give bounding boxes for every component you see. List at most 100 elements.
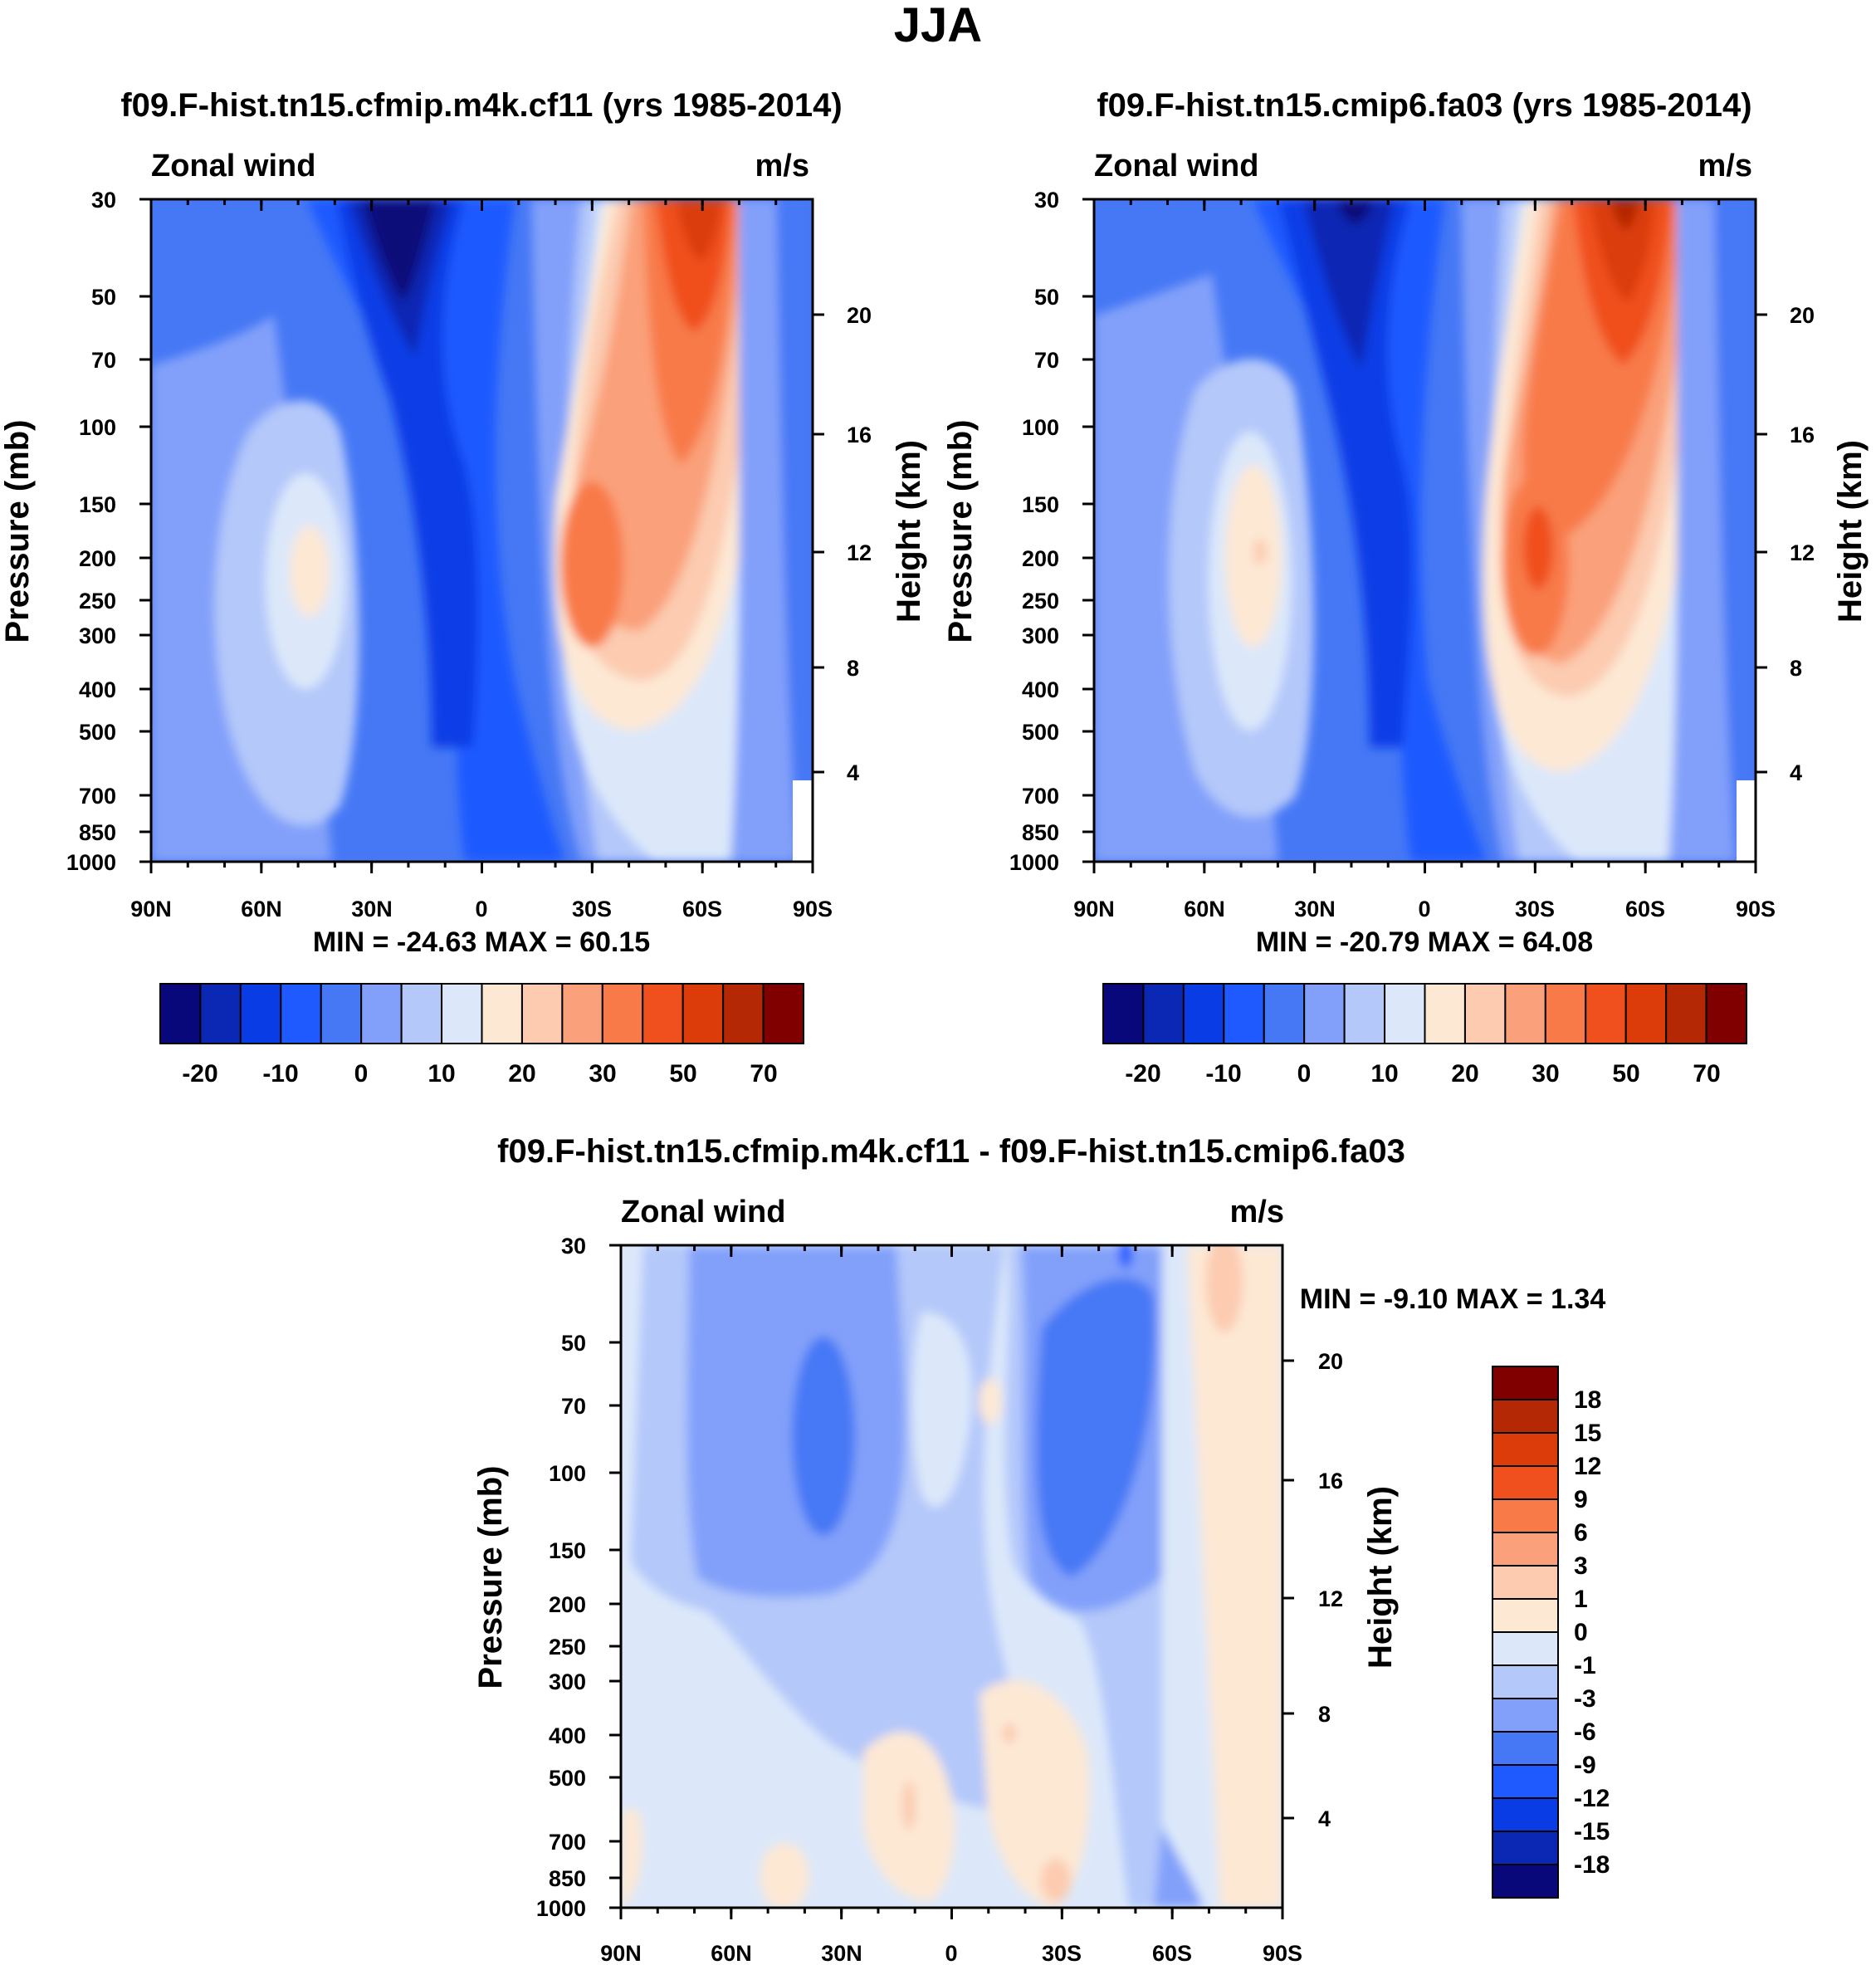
y-tick-label: 200	[1022, 546, 1059, 571]
contour-field	[621, 1245, 1282, 1908]
panel-title: f09.F-hist.tn15.cfmip.m4k.cf11 - f09.F-h…	[497, 1133, 1405, 1170]
y-tick-label: 70	[1034, 348, 1059, 373]
colorbar-box	[1492, 1664, 1559, 1699]
colorbar-box	[520, 983, 564, 1044]
y-tick-label: 400	[79, 677, 116, 702]
x-axis: 90N 60N 30N 0 30S 60S 90S	[130, 897, 833, 921]
colorbar-label: 3	[1574, 1552, 1588, 1580]
y-tick-label: 250	[1022, 589, 1059, 613]
colorbar-box	[1492, 1366, 1559, 1400]
colorbar-label: -10	[262, 1060, 298, 1088]
colorbar-box	[601, 983, 644, 1044]
colorbar-label: -12	[1574, 1785, 1610, 1812]
colorbar-box	[441, 983, 483, 1044]
x-tick-label: 30S	[1515, 897, 1555, 921]
units-label: m/s	[755, 149, 809, 183]
y-tick-label: 150	[1022, 492, 1059, 517]
colorbar-label: 30	[1532, 1060, 1559, 1088]
colorbar-box	[1492, 1432, 1559, 1467]
y-tick-label: 500	[79, 720, 116, 745]
contour-field	[1094, 199, 1756, 862]
x-axis: 90N 60N 30N 0 30S 60S 90S	[1073, 897, 1776, 921]
y-tick-label: 300	[549, 1669, 586, 1694]
colorbar-box	[1102, 983, 1145, 1044]
colorbar-label: 10	[1370, 1060, 1398, 1088]
y2-tick-label: 8	[847, 656, 859, 681]
colorbar-label: 12	[1574, 1453, 1601, 1480]
colorbar-box	[1492, 1864, 1559, 1899]
y-tick-label: 850	[1022, 820, 1059, 845]
y2-axis: 20 16 12 8 4 Height (km)	[847, 303, 927, 785]
y-tick-label: 500	[549, 1766, 586, 1791]
colorbar-box	[1492, 1498, 1559, 1533]
y2-tick-label: 12	[847, 540, 872, 565]
colorbar-box	[1223, 983, 1265, 1044]
colorbar-label: -20	[182, 1060, 217, 1088]
y-tick-label: 50	[561, 1331, 586, 1356]
y2-tick-label: 20	[847, 303, 872, 328]
panel-model-b: f09.F-hist.tn15.cmip6.fa03 (yrs 1985-201…	[942, 87, 1869, 1088]
y-tick-label: 200	[549, 1592, 586, 1617]
colorbar-box	[320, 983, 363, 1044]
y-tick-label: 300	[1022, 623, 1059, 648]
colorbar-box	[1492, 1465, 1559, 1500]
x-tick-label: 90N	[1073, 897, 1115, 921]
contour-field	[151, 199, 813, 862]
y-tick-label: 100	[79, 415, 116, 440]
colorbar-box	[642, 983, 684, 1044]
x-tick-label: 60N	[1184, 897, 1225, 921]
y-tick-label: 700	[1022, 784, 1059, 809]
zonal-wind-label: Zonal wind	[151, 149, 315, 183]
colorbar-label: 0	[354, 1060, 369, 1088]
colorbar-box	[360, 983, 403, 1044]
colorbar: -20 -10 0 10 20 30 50 70	[159, 983, 804, 1088]
colorbar-label: 9	[1574, 1486, 1588, 1513]
colorbar-box	[1705, 983, 1747, 1044]
y-tick-label: 850	[549, 1866, 586, 1891]
x-tick-label: 60S	[1625, 897, 1665, 921]
y-tick-label: 850	[79, 820, 116, 845]
colorbar-box	[1263, 983, 1306, 1044]
y2-axis: 20 16 12 8 4 Height (km)	[1790, 303, 1869, 785]
x-tick-label: 60S	[1152, 1941, 1192, 1965]
colorbar-box	[280, 983, 322, 1044]
colorbar-label: 50	[1612, 1060, 1639, 1088]
colorbar-box	[1182, 983, 1225, 1044]
colorbar-box	[1142, 983, 1185, 1044]
colorbar-box	[1492, 1831, 1559, 1865]
colorbar-box	[1492, 1598, 1559, 1633]
colorbar-label: -3	[1574, 1685, 1596, 1713]
y2-axis-label: Height (km)	[1362, 1486, 1399, 1669]
y-tick-label: 50	[1034, 285, 1059, 310]
colorbar-box	[1492, 1731, 1559, 1766]
y-axis-label: Pressure (mb)	[0, 420, 36, 643]
y-tick-label: 400	[549, 1723, 586, 1748]
colorbar-label: 50	[669, 1060, 696, 1088]
y-tick-label: 700	[79, 784, 116, 809]
panel-title: f09.F-hist.tn15.cfmip.m4k.cf11 (yrs 1985…	[120, 87, 842, 124]
y-tick-label: 70	[561, 1394, 586, 1419]
colorbar-box	[1624, 983, 1668, 1044]
y2-axis: 20 16 12 8 4 Height (km)	[1318, 1349, 1399, 1831]
colorbar-label: 0	[1297, 1060, 1312, 1088]
colorbar-label: 20	[1451, 1060, 1478, 1088]
y2-axis-label: Height (km)	[1832, 440, 1869, 623]
y-tick-label: 250	[549, 1635, 586, 1659]
colorbar-label: 70	[750, 1060, 777, 1088]
units-label: m/s	[1230, 1195, 1284, 1229]
x-tick-label: 30N	[1294, 897, 1336, 921]
colorbar-label: 70	[1693, 1060, 1720, 1088]
x-tick-label: 90S	[1736, 897, 1776, 921]
colorbar-label: 0	[1574, 1619, 1588, 1646]
colorbar-boxes	[159, 983, 804, 1044]
y-tick-label: 200	[79, 546, 116, 571]
y-axis: 30 50 70 100 150 200 250 300 400 500 700…	[472, 1234, 586, 1921]
x-tick-label: 90S	[1263, 1941, 1302, 1965]
colorbar-box	[1492, 1565, 1559, 1600]
colorbar-label: -6	[1574, 1718, 1596, 1746]
y-tick-label: 1000	[1009, 850, 1059, 875]
y2-tick-label: 8	[1318, 1702, 1331, 1727]
colorbar-label: 1	[1574, 1586, 1588, 1613]
colorbar-box	[1492, 1631, 1559, 1666]
y2-tick-label: 20	[1790, 303, 1815, 328]
